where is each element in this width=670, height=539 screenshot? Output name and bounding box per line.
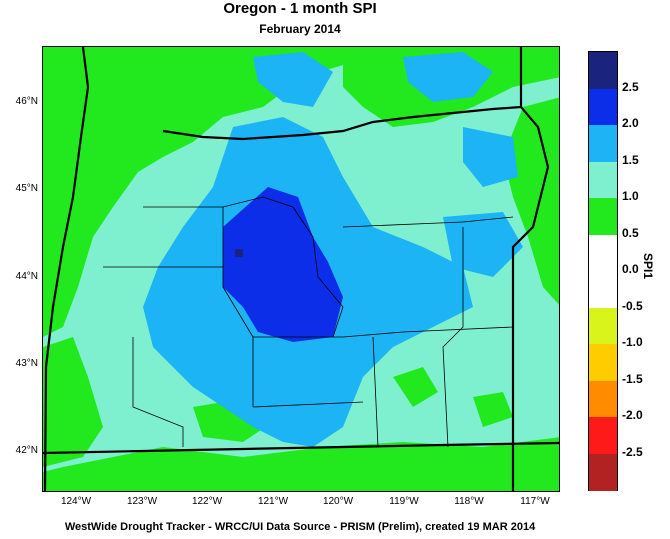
- colorbar-segment: [589, 417, 617, 454]
- lon-label-120: 120°W: [322, 496, 354, 507]
- colorbar-segment: [589, 380, 617, 418]
- colorbar-tick-label: -2.0: [622, 408, 643, 422]
- spi-field-max: [235, 249, 243, 257]
- colorbar-tick-label: 2.0: [622, 116, 639, 130]
- colorbar-tick-label: 2.5: [622, 79, 639, 94]
- lat-label-43: 43°N: [15, 358, 38, 369]
- lat-label-44: 44°N: [15, 271, 38, 282]
- colorbar-tick-label: -1.5: [622, 371, 643, 386]
- colorbar: [588, 51, 618, 491]
- lat-label-46: 46°N: [15, 96, 38, 107]
- colorbar-tick-label: -2.5: [622, 444, 643, 459]
- spi-field-darkblue: [223, 187, 343, 342]
- colorbar-tick-label: 0.0: [622, 262, 639, 276]
- footer-credit: WestWide Drought Tracker - WRCC/UI Data …: [64, 521, 536, 533]
- spi-map: [42, 46, 560, 492]
- colorbar-tick-label: 1.0: [622, 189, 639, 203]
- colorbar-tick-label: 0.5: [622, 225, 639, 240]
- colorbar-segment: [589, 198, 617, 235]
- colorbar-tick-label: 1.5: [622, 152, 639, 167]
- lon-label-124: 124°W: [60, 496, 92, 507]
- colorbar-tick-label: -0.5: [622, 298, 643, 313]
- spi-map-graphic: [43, 47, 559, 491]
- lat-label-42: 42°N: [15, 445, 38, 456]
- colorbar-segment: [589, 125, 617, 162]
- lon-label-118: 118°W: [454, 496, 484, 507]
- colorbar-title: SPI1: [641, 253, 655, 280]
- lon-label-121: 121°W: [257, 496, 289, 507]
- colorbar-segment: [589, 234, 617, 272]
- colorbar-segment: [589, 52, 617, 89]
- spi-field-green: [43, 47, 559, 491]
- lon-label-122: 122°W: [191, 496, 223, 507]
- map-subtitle: February 2014: [259, 22, 341, 36]
- colorbar-segment: [589, 307, 617, 345]
- colorbar-segment: [589, 271, 617, 308]
- colorbar-segment: [589, 88, 617, 126]
- colorbar-tick-label: -1.0: [622, 335, 643, 349]
- map-boundaries: [43, 47, 559, 491]
- colorbar-segment: [589, 453, 617, 491]
- colorbar-segment: [589, 344, 617, 381]
- colorbar-segment: [589, 161, 617, 199]
- lon-label-123: 123°W: [126, 496, 158, 507]
- map-title: Oregon - 1 month SPI: [223, 0, 377, 17]
- lon-label-119: 119°W: [389, 496, 419, 507]
- lon-label-117: 117°W: [520, 496, 550, 507]
- lat-label-45: 45°N: [15, 183, 38, 194]
